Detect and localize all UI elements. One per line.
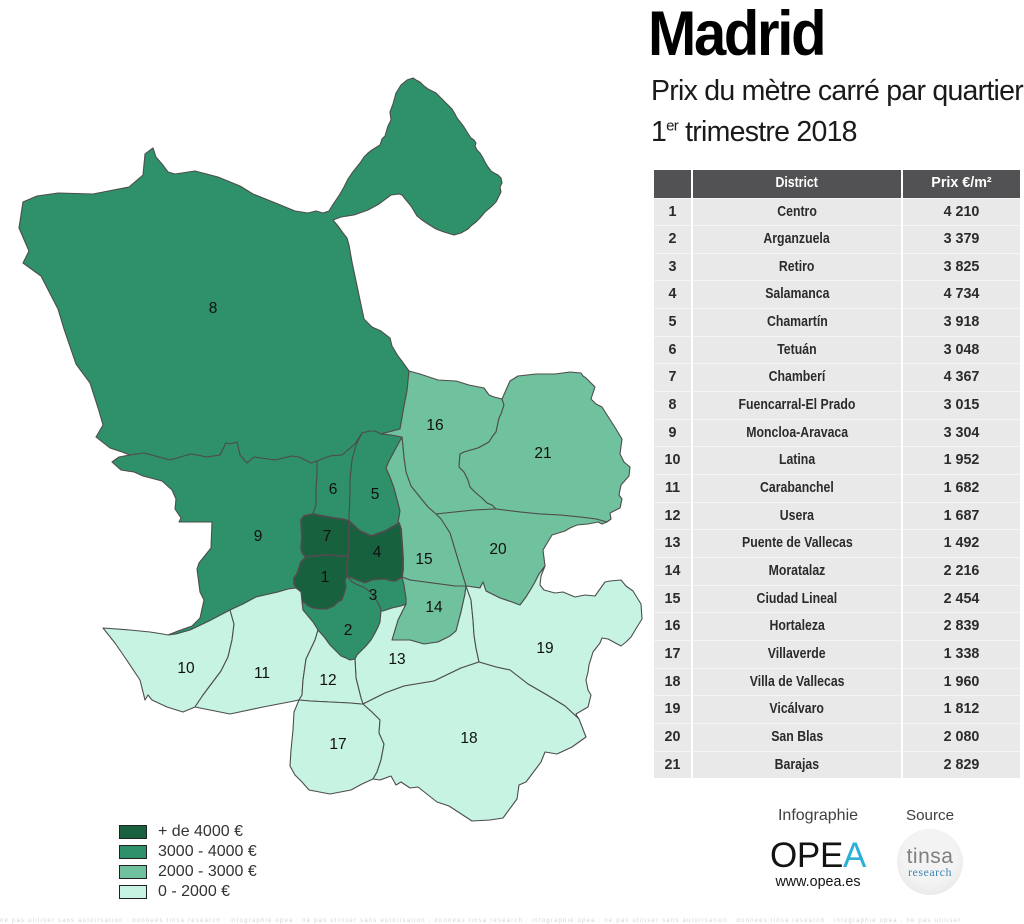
svg-text:16: 16	[426, 417, 443, 434]
svg-text:2: 2	[344, 622, 353, 639]
svg-text:7: 7	[323, 528, 332, 545]
svg-text:5: 5	[371, 486, 380, 503]
svg-text:15: 15	[415, 551, 432, 568]
svg-text:3: 3	[369, 587, 378, 604]
svg-text:19: 19	[536, 640, 553, 657]
svg-text:11: 11	[254, 665, 270, 682]
svg-text:21: 21	[534, 445, 551, 462]
svg-text:20: 20	[489, 541, 507, 558]
svg-text:12: 12	[319, 672, 336, 689]
svg-text:18: 18	[460, 730, 477, 747]
svg-text:14: 14	[425, 599, 443, 616]
svg-text:1: 1	[321, 569, 330, 586]
svg-text:13: 13	[388, 651, 405, 668]
svg-text:17: 17	[329, 736, 346, 753]
svg-text:8: 8	[209, 300, 218, 317]
svg-text:10: 10	[177, 660, 195, 677]
svg-text:4: 4	[373, 544, 382, 561]
svg-text:6: 6	[329, 481, 338, 498]
svg-text:9: 9	[254, 528, 263, 545]
